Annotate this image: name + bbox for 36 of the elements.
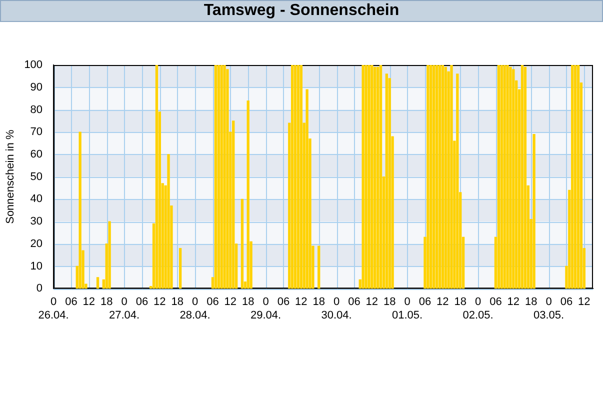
x-tick-label: 06 <box>136 296 148 308</box>
x-tick-label: 18 <box>383 296 396 308</box>
x-tick-label: 12 <box>295 296 308 308</box>
x-tick-label: 18 <box>454 296 466 308</box>
x-tick-label: 06 <box>65 296 78 308</box>
x-tick-label: 18 <box>312 296 325 308</box>
x-tick-label: 18 <box>100 296 113 308</box>
y-tick-label: 20 <box>30 238 43 250</box>
x-tick-label: 06 <box>206 296 219 308</box>
y-tick-label: 50 <box>30 170 43 183</box>
y-tick-label: 0 <box>36 282 43 295</box>
y-tick-label: 30 <box>30 216 43 228</box>
y-tick-label: 40 <box>30 193 43 206</box>
x-tick-label: 12 <box>507 296 520 308</box>
y-tick-label: 10 <box>30 260 43 272</box>
x-tick-label: 12 <box>224 296 237 308</box>
x-tick-label: 12 <box>366 296 378 308</box>
x-tick-label: 06 <box>277 296 290 308</box>
x-tick-label: 18 <box>171 296 184 308</box>
y-tick-label: 90 <box>30 81 43 94</box>
x-tick-label: 12 <box>436 296 449 308</box>
x-tick-label: 12 <box>82 296 96 308</box>
chart-title: Tamsweg - Sonnenschein <box>0 0 603 22</box>
x-tick-label: 06 <box>560 296 573 308</box>
x-tick-label: 06 <box>418 296 432 308</box>
x-tick-label: 18 <box>242 296 254 308</box>
y-axis-title: Sonnenschein in % <box>4 130 17 224</box>
x-tick-label: 18 <box>524 296 538 308</box>
x-tick-label: 06 <box>348 296 360 308</box>
y-tick-label: 80 <box>30 104 43 116</box>
x-tick-label: 12 <box>154 296 166 308</box>
y-tick-label: 100 <box>24 59 43 72</box>
x-tick-label: 06 <box>490 296 502 308</box>
y-tick-label: 60 <box>30 148 43 160</box>
x-tick-label: 12 <box>578 296 590 308</box>
y-tick-label: 70 <box>30 126 43 138</box>
